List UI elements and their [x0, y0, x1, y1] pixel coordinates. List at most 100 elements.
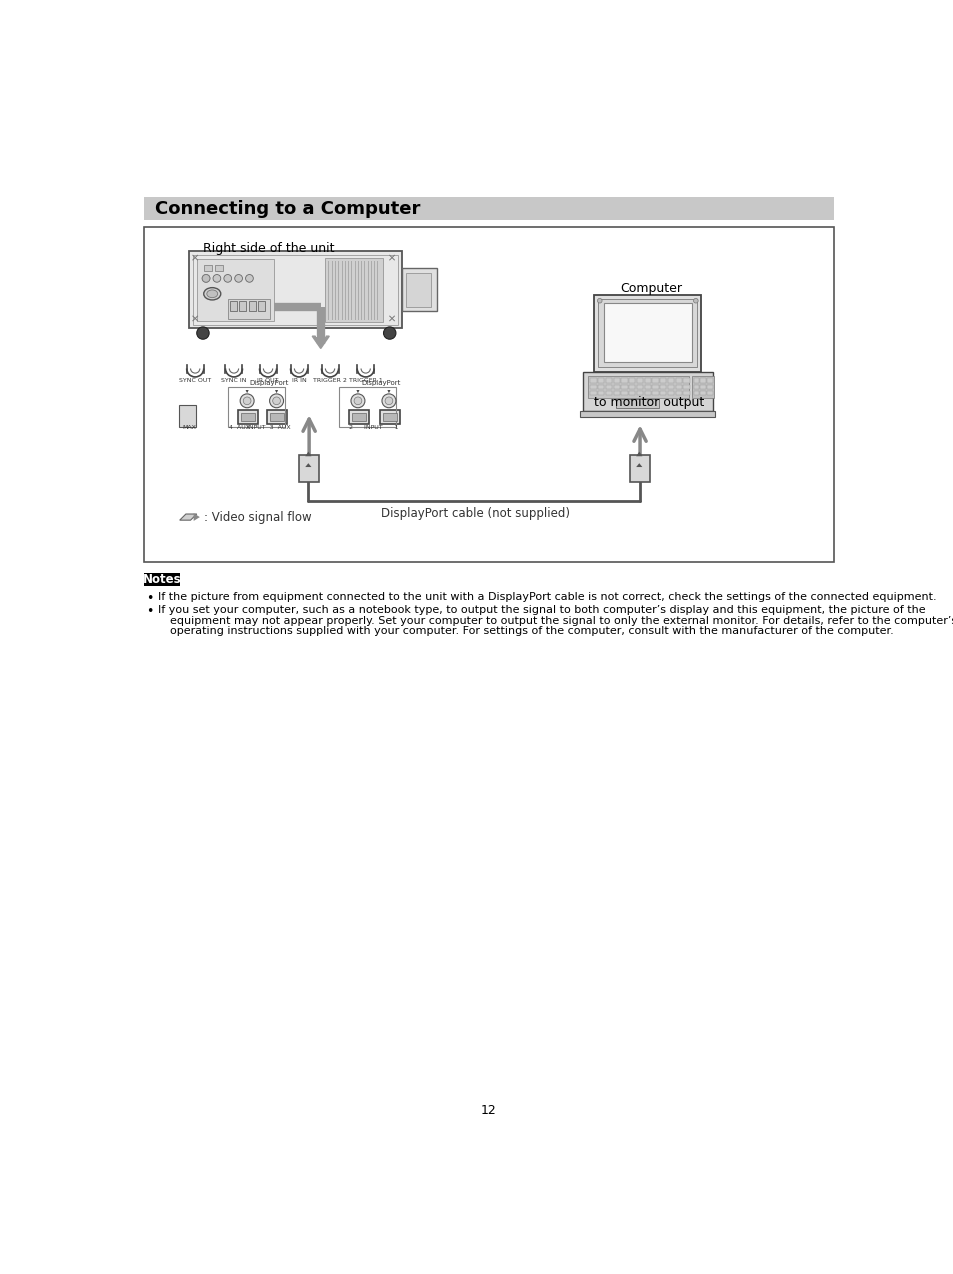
Circle shape [597, 298, 601, 303]
Polygon shape [274, 390, 278, 394]
Circle shape [213, 274, 220, 283]
Bar [590, 378, 596, 383]
Text: SYNC IN: SYNC IN [221, 378, 247, 383]
Bar [402, 269, 436, 311]
Bar [144, 196, 833, 220]
Text: INPUT      1: INPUT 1 [363, 424, 398, 429]
Circle shape [224, 274, 232, 283]
Polygon shape [305, 452, 311, 456]
Bar [707, 378, 712, 383]
Polygon shape [193, 513, 199, 521]
Bar [228, 387, 285, 427]
Text: IR IN: IR IN [292, 378, 306, 383]
Bar [629, 456, 649, 482]
Bar [682, 378, 689, 383]
Bar [675, 378, 681, 383]
Polygon shape [305, 464, 311, 468]
Text: Connecting to a Computer: Connecting to a Computer [154, 200, 420, 218]
Text: operating instructions supplied with your computer. For settings of the computer: operating instructions supplied with you… [170, 627, 892, 637]
Bar [406, 273, 431, 307]
Polygon shape [356, 390, 359, 394]
Bar [598, 385, 604, 390]
Circle shape [273, 397, 280, 405]
Circle shape [234, 274, 242, 283]
Polygon shape [387, 390, 390, 394]
Bar [691, 376, 713, 397]
Bar [382, 413, 396, 420]
Text: Computer: Computer [620, 283, 682, 296]
Bar [352, 413, 365, 420]
Text: MAX: MAX [182, 424, 195, 429]
Text: INPUT  3  AUX: INPUT 3 AUX [247, 424, 291, 429]
Bar [637, 391, 642, 395]
Text: TRIGGER 2: TRIGGER 2 [313, 378, 347, 383]
Bar [204, 265, 212, 271]
Circle shape [354, 397, 361, 405]
Bar [590, 391, 596, 395]
Bar [324, 257, 382, 322]
Bar [144, 573, 179, 586]
Ellipse shape [204, 288, 220, 299]
Bar [629, 391, 635, 395]
Bar [594, 296, 700, 372]
Bar [598, 299, 697, 367]
Polygon shape [179, 513, 196, 520]
Bar [144, 227, 833, 562]
Text: Notes: Notes [142, 573, 181, 586]
Text: Right side of the unit: Right side of the unit [203, 242, 335, 255]
Bar [700, 385, 705, 390]
Polygon shape [636, 452, 641, 456]
Bar [189, 251, 402, 329]
Bar [682, 391, 689, 395]
Bar [707, 391, 712, 395]
Text: equipment may not appear properly. Set your computer to output the signal to onl: equipment may not appear properly. Set y… [170, 615, 953, 626]
Circle shape [381, 394, 395, 408]
Bar [228, 299, 270, 320]
Bar [652, 378, 658, 383]
Bar [338, 387, 395, 427]
Bar [659, 385, 666, 390]
Text: DisplayPort: DisplayPort [361, 380, 400, 386]
Bar [237, 410, 257, 424]
Polygon shape [245, 390, 249, 394]
Bar [613, 385, 619, 390]
Bar [682, 385, 689, 390]
Bar [667, 391, 674, 395]
Circle shape [245, 274, 253, 283]
Bar [637, 385, 642, 390]
Text: TRIGGER 1: TRIGGER 1 [349, 378, 382, 383]
Bar [193, 255, 397, 325]
Bar [620, 385, 627, 390]
Bar [667, 378, 674, 383]
Text: IR OUT: IR OUT [257, 378, 278, 383]
Bar [270, 413, 284, 420]
Bar [598, 378, 604, 383]
Bar [605, 391, 612, 395]
Bar [379, 410, 399, 424]
Bar [629, 385, 635, 390]
Text: SYNC OUT: SYNC OUT [179, 378, 212, 383]
Bar [693, 385, 699, 390]
Circle shape [385, 397, 393, 405]
Bar [613, 391, 619, 395]
Bar [590, 385, 596, 390]
Circle shape [693, 298, 698, 303]
Text: DisplayPort cable (not supplied): DisplayPort cable (not supplied) [381, 507, 570, 520]
Bar [196, 259, 274, 321]
Bar [241, 413, 254, 420]
Bar [579, 410, 715, 417]
Bar [700, 378, 705, 383]
Text: 12: 12 [480, 1103, 497, 1117]
Text: •: • [147, 592, 153, 605]
Bar [659, 378, 666, 383]
Bar [652, 391, 658, 395]
Bar [659, 391, 666, 395]
Bar [249, 302, 255, 311]
Bar [215, 265, 223, 271]
Polygon shape [636, 464, 641, 468]
Bar [620, 378, 627, 383]
Bar [298, 456, 319, 482]
Bar [605, 378, 612, 383]
Bar [644, 378, 650, 383]
Text: to monitor output: to monitor output [593, 396, 703, 409]
